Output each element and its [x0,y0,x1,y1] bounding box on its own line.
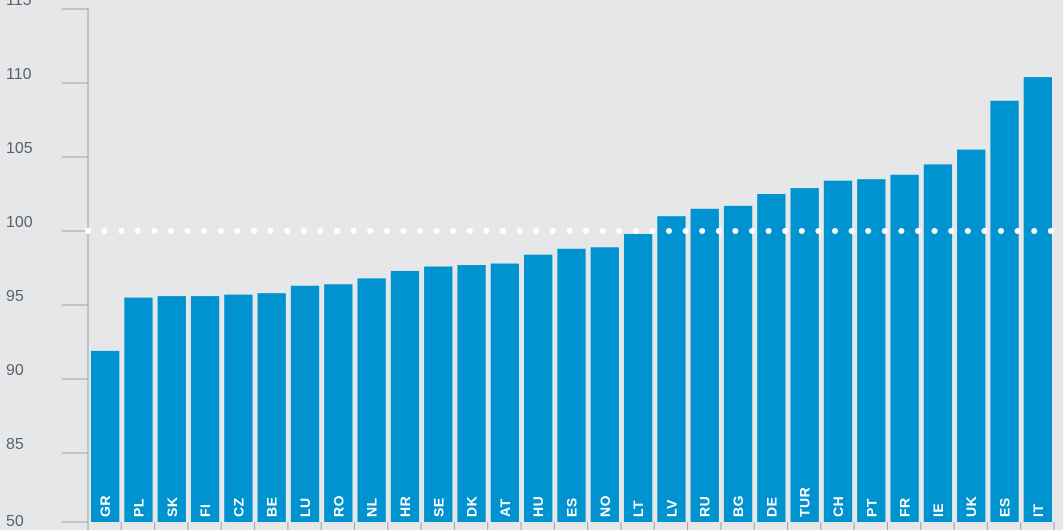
category-label: SK [164,497,180,517]
bar-labels: GR PL SK FI CZ BE LU RO NL HR SE DK AT HU ES NO LT LV RU BG… [97,487,1046,517]
bar-ro [324,284,353,522]
bar-fr [890,174,919,522]
category-label: CH [830,496,846,517]
bar-be [257,293,286,522]
y-tick-label: 110 [6,66,32,83]
category-label: NL [364,497,380,517]
bar-se [424,266,453,522]
category-label: PL [130,498,146,517]
category-label: RO [330,495,346,517]
category-label: FI [197,504,213,517]
bar-dk [457,265,486,522]
category-label: BG [730,495,746,517]
y-tick-label: 105 [6,140,33,157]
category-label: DK [464,496,480,517]
bar-at [490,263,520,522]
bar-de [757,194,786,522]
bar-lv [657,216,686,522]
category-label: GR [97,495,113,517]
bar-pt [857,179,886,522]
category-label: FR [897,497,913,517]
category-label: HR [397,496,413,517]
bar-gr [91,350,120,522]
bar-nl [357,278,386,522]
category-label: RU [697,496,713,517]
y-tick-label: 95 [6,288,24,305]
bar-es [990,100,1019,522]
bar-ch [823,180,853,522]
y-axis: 50 85 90 95 100 105 110 115 [6,0,1055,530]
y-tick-label: 50 [6,513,24,530]
category-label: DE [763,497,779,517]
category-label: ES [997,497,1013,517]
category-label: IE [930,503,946,517]
category-label: UK [963,496,979,517]
y-tick-label: 100 [6,214,33,231]
bar-sk [157,296,186,522]
category-label: ES [564,497,580,517]
category-label: BE [264,497,280,517]
bar-it [1023,77,1052,522]
y-tick-label: 90 [6,362,24,379]
bar-cz [224,294,253,522]
category-label: SE [430,497,446,517]
bar-no [590,247,619,522]
category-label: AT [497,498,513,517]
bar-hr [390,270,420,522]
y-tick-label: 85 [6,436,24,453]
bar-bg [723,205,753,522]
bar-fi [190,296,220,522]
category-label: LV [663,499,679,517]
category-label: HU [530,496,546,517]
category-label: PT [863,498,879,517]
bar-es [557,248,586,522]
category-label: TUR [797,487,813,517]
category-label: CZ [230,497,246,517]
bar-ie [923,164,953,522]
bar-lu [290,285,320,522]
bars [91,77,1052,523]
category-label: LT [630,500,646,517]
bar-ru [690,208,719,523]
bar-pl [124,297,153,522]
bar-tur [790,188,819,522]
category-label: IT [1030,504,1046,517]
y-tick-label: 115 [6,0,32,9]
bar-uk [957,149,986,522]
bar-hu [524,254,553,522]
category-label: LU [297,497,313,517]
category-label: NO [597,495,613,517]
bar-lt [623,233,653,522]
